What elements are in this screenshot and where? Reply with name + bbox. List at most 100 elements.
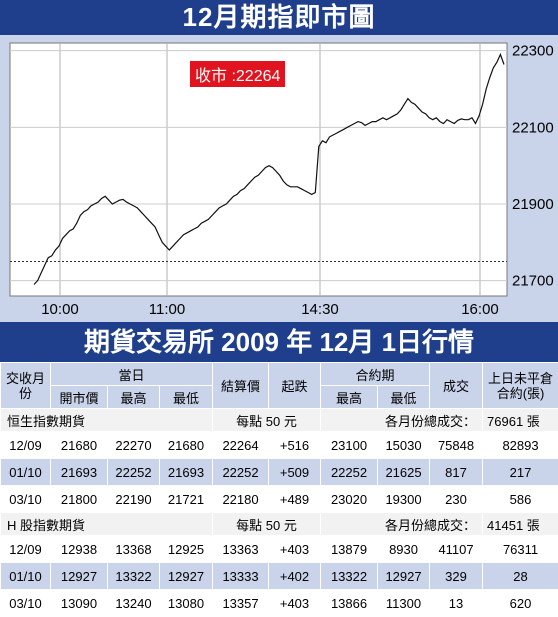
table-cell: 12938 (51, 536, 108, 563)
table-cell: 22252 (108, 459, 160, 486)
table-cell: 13363 (213, 536, 269, 563)
table-cell: +403 (269, 536, 321, 563)
table-cell: 12927 (378, 563, 430, 590)
table-cell: 21721 (160, 486, 213, 513)
header-contract: 合約期 (321, 363, 430, 386)
section-total-value: 76961 張 (483, 409, 558, 432)
market-title: 期貨交易所 2009 年 12月 1日行情 (0, 322, 558, 362)
section-name: 恒生指數期貨 (1, 409, 213, 432)
table-cell: 13090 (51, 590, 108, 617)
table-cell: 03/10 (1, 486, 51, 513)
table-cell: 13322 (321, 563, 378, 590)
table-cell: 82893 (483, 432, 558, 459)
table-cell: 76311 (483, 536, 558, 563)
y-tick-label: 21700 (512, 273, 554, 290)
table-cell: 22252 (321, 459, 378, 486)
header-contract-low: 最低 (378, 386, 430, 409)
header-high: 最高 (108, 386, 160, 409)
y-tick-label: 22100 (512, 119, 554, 136)
table-cell: +403 (269, 590, 321, 617)
table-cell: 13368 (108, 536, 160, 563)
x-tick-label: 11:00 (149, 301, 185, 318)
table-cell: 817 (430, 459, 483, 486)
table-cell: 12925 (160, 536, 213, 563)
table-cell: 13879 (321, 536, 378, 563)
table-cell: +489 (269, 486, 321, 513)
table-cell: 620 (483, 590, 558, 617)
table-cell: 23100 (321, 432, 378, 459)
table-cell: +509 (269, 459, 321, 486)
section-per-point: 每點 50 元 (213, 409, 321, 432)
table-cell: 329 (430, 563, 483, 590)
table-cell: 13866 (321, 590, 378, 617)
table-cell: 13 (430, 590, 483, 617)
table-cell: 23020 (321, 486, 378, 513)
table-cell: 15030 (378, 432, 430, 459)
table-cell: 12927 (160, 563, 213, 590)
section-name: H 股指數期貨 (1, 513, 213, 536)
table-cell: 11300 (378, 590, 430, 617)
header-contract-high: 最高 (321, 386, 378, 409)
intraday-chart: 22300 22100 21900 21700 10:00 11:00 14:30 16:0… (0, 35, 558, 322)
section-total-label: 各月份總成交： (321, 409, 483, 432)
table-cell: 12/09 (1, 536, 51, 563)
table-cell: 01/10 (1, 563, 51, 590)
table-cell: 03/10 (1, 590, 51, 617)
table-cell: +402 (269, 563, 321, 590)
header-change: 起跌 (269, 363, 321, 409)
table-cell: 21693 (160, 459, 213, 486)
table-cell: 21800 (51, 486, 108, 513)
table-cell: 22180 (213, 486, 269, 513)
y-tick-label: 21900 (512, 196, 554, 213)
table-cell: 8930 (378, 536, 430, 563)
table-cell: 19300 (378, 486, 430, 513)
x-tick-label: 16:00 (461, 301, 499, 318)
table-cell: 230 (430, 486, 483, 513)
x-tick-label: 10:00 (41, 301, 79, 318)
futures-table: 交收月份 當日 結算價 起跌 合約期 成交 上日未平倉合約(張) 開市價 最高 … (0, 362, 558, 617)
close-price-label: 收市 :22264 (190, 61, 285, 87)
table-cell: 22270 (108, 432, 160, 459)
table-cell: 13240 (108, 590, 160, 617)
table-cell: 12/09 (1, 432, 51, 459)
table-cell: 21693 (51, 459, 108, 486)
table-cell: 13080 (160, 590, 213, 617)
header-day: 當日 (51, 363, 213, 386)
table-cell: 75848 (430, 432, 483, 459)
table-cell: 13333 (213, 563, 269, 590)
section-row: 恒生指數期貨每點 50 元各月份總成交：76961 張 (1, 409, 558, 432)
header-low: 最低 (160, 386, 213, 409)
table-cell: 13357 (213, 590, 269, 617)
table-cell: 28 (483, 563, 558, 590)
table-cell: 22252 (213, 459, 269, 486)
section-per-point: 每點 50 元 (213, 513, 321, 536)
header-open-interest: 上日未平倉合約(張) (483, 363, 558, 409)
header-month: 交收月份 (1, 363, 51, 409)
table-cell: 21625 (378, 459, 430, 486)
section-row: H 股指數期貨每點 50 元各月份總成交：41451 張 (1, 513, 558, 536)
table-cell: 12927 (51, 563, 108, 590)
chart-title: 12月期指即市圖 (0, 0, 558, 35)
table-cell: 41107 (430, 536, 483, 563)
table-cell: 21680 (51, 432, 108, 459)
table-cell: 217 (483, 459, 558, 486)
header-open: 開市價 (51, 386, 108, 409)
table-cell: 22264 (213, 432, 269, 459)
header-volume: 成交 (430, 363, 483, 409)
y-tick-label: 22300 (512, 43, 554, 60)
header-settle: 結算價 (213, 363, 269, 409)
table-cell: 586 (483, 486, 558, 513)
table-cell: 01/10 (1, 459, 51, 486)
table-cell: 22190 (108, 486, 160, 513)
table-cell: 21680 (160, 432, 213, 459)
table-cell: 13322 (108, 563, 160, 590)
table-cell: +516 (269, 432, 321, 459)
x-tick-label: 14:30 (301, 301, 339, 318)
section-total-label: 各月份總成交： (321, 513, 483, 536)
